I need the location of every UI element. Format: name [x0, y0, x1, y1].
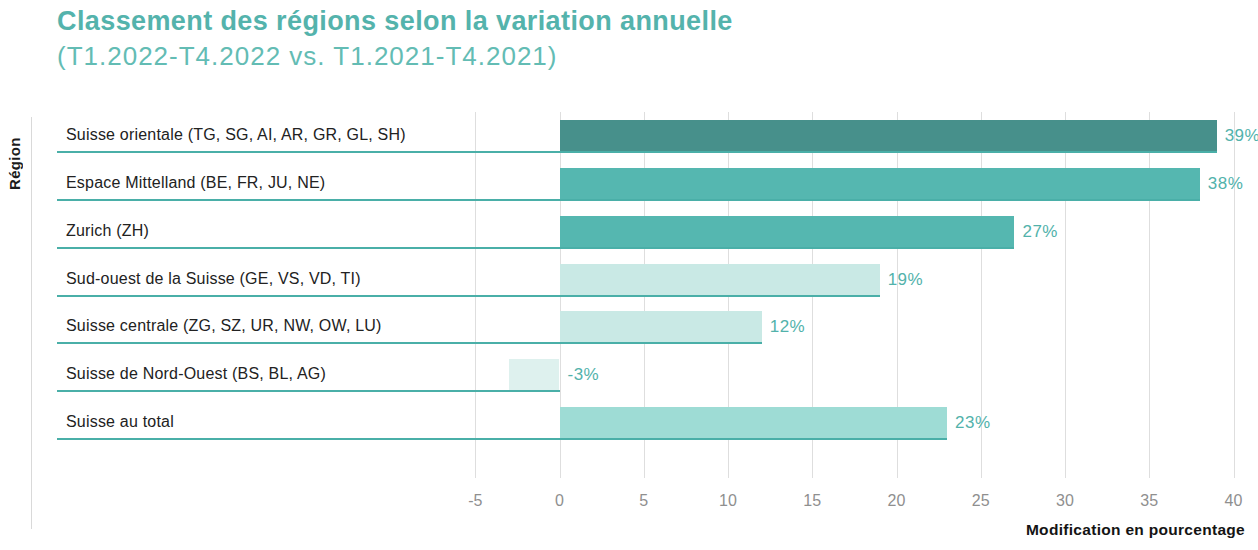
bar-value-label: 39%	[1225, 126, 1258, 146]
bar-value-label: 38%	[1208, 174, 1244, 194]
row-baseline	[57, 390, 560, 392]
x-axis-title: Modification en pourcentage	[1026, 521, 1245, 539]
bar-value-label: -3%	[568, 365, 600, 385]
row-baseline	[57, 295, 880, 297]
bar-value-label: 12%	[770, 317, 806, 337]
x-tick-label: 25	[957, 492, 1005, 510]
bar-category-label: Espace Mittelland (BE, FR, JU, NE)	[66, 174, 325, 192]
x-tick-label: 15	[788, 492, 836, 510]
page-title: Classement des régions selon la variatio…	[57, 6, 733, 37]
x-tick-label: 20	[873, 492, 921, 510]
gridline	[1234, 112, 1235, 478]
row-baseline	[57, 247, 1014, 249]
y-axis-title: Région	[6, 108, 23, 190]
chart-container: Classement des régions selon la variatio…	[0, 0, 1258, 550]
y-axis-line	[31, 117, 32, 529]
row-baseline	[57, 151, 1217, 153]
bar-value-label: 23%	[955, 413, 991, 433]
bar	[560, 407, 948, 438]
bar	[560, 168, 1200, 199]
x-tick-label: 35	[1125, 492, 1173, 510]
x-tick-label: 5	[620, 492, 668, 510]
bar	[560, 216, 1015, 247]
bar	[560, 311, 762, 342]
row-baseline	[57, 199, 1200, 201]
bar-category-label: Suisse orientale (TG, SG, AI, AR, GR, GL…	[66, 126, 406, 144]
x-tick-label: 30	[1041, 492, 1089, 510]
row-baseline	[57, 342, 762, 344]
bar-category-label: Suisse de Nord-Ouest (BS, BL, AG)	[66, 365, 326, 383]
bar	[560, 120, 1217, 151]
page-subtitle: (T1.2022-T4.2022 vs. T1.2021-T4.2021)	[57, 41, 557, 72]
x-tick-label: -5	[451, 492, 499, 510]
bar-category-label: Suisse au total	[66, 413, 174, 431]
bar	[509, 359, 560, 390]
row-baseline	[57, 438, 947, 440]
bar-category-label: Sud-ouest de la Suisse (GE, VS, VD, TI)	[66, 270, 361, 288]
x-tick-label: 40	[1210, 492, 1258, 510]
x-tick-label: 10	[704, 492, 752, 510]
bar-category-label: Zurich (ZH)	[66, 222, 149, 240]
bar	[560, 264, 880, 295]
bar-value-label: 27%	[1022, 222, 1058, 242]
x-tick-label: 0	[536, 492, 584, 510]
bar-category-label: Suisse centrale (ZG, SZ, UR, NW, OW, LU)	[66, 317, 382, 335]
bar-value-label: 19%	[888, 270, 924, 290]
